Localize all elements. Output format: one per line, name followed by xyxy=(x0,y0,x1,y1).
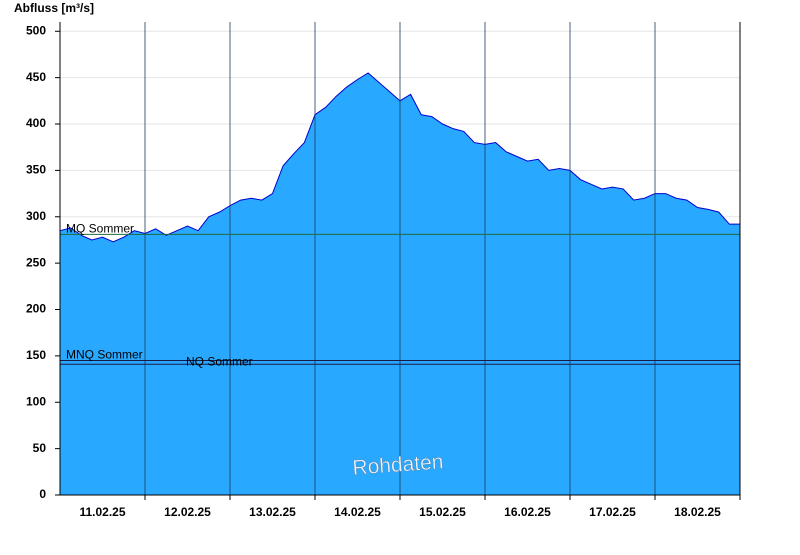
reference-label: MQ Sommer xyxy=(66,222,134,236)
y-tick-label: 300 xyxy=(26,209,46,223)
x-tick-label: 18.02.25 xyxy=(674,505,721,519)
y-tick-label: 50 xyxy=(33,441,47,455)
y-tick-label: 450 xyxy=(26,70,46,84)
y-axis-label: Abfluss [m³/s] xyxy=(14,1,94,15)
y-tick-label: 400 xyxy=(26,116,46,130)
y-tick-label: 250 xyxy=(26,255,46,269)
y-tick-label: 350 xyxy=(26,163,46,177)
reference-label: NQ Sommer xyxy=(186,354,253,368)
y-tick-label: 150 xyxy=(26,348,46,362)
x-tick-label: 16.02.25 xyxy=(504,505,551,519)
reference-label: MNQ Sommer xyxy=(66,348,143,362)
y-tick-label: 0 xyxy=(39,487,46,501)
y-tick-label: 100 xyxy=(26,394,46,408)
y-tick-label: 500 xyxy=(26,23,46,37)
x-tick-label: 13.02.25 xyxy=(249,505,296,519)
x-tick-label: 11.02.25 xyxy=(79,505,125,519)
x-tick-label: 14.02.25 xyxy=(334,505,381,519)
x-tick-label: 17.02.25 xyxy=(589,505,636,519)
x-tick-label: 15.02.25 xyxy=(419,505,466,519)
y-tick-label: 200 xyxy=(26,302,46,316)
x-tick-label: 12.02.25 xyxy=(164,505,211,519)
